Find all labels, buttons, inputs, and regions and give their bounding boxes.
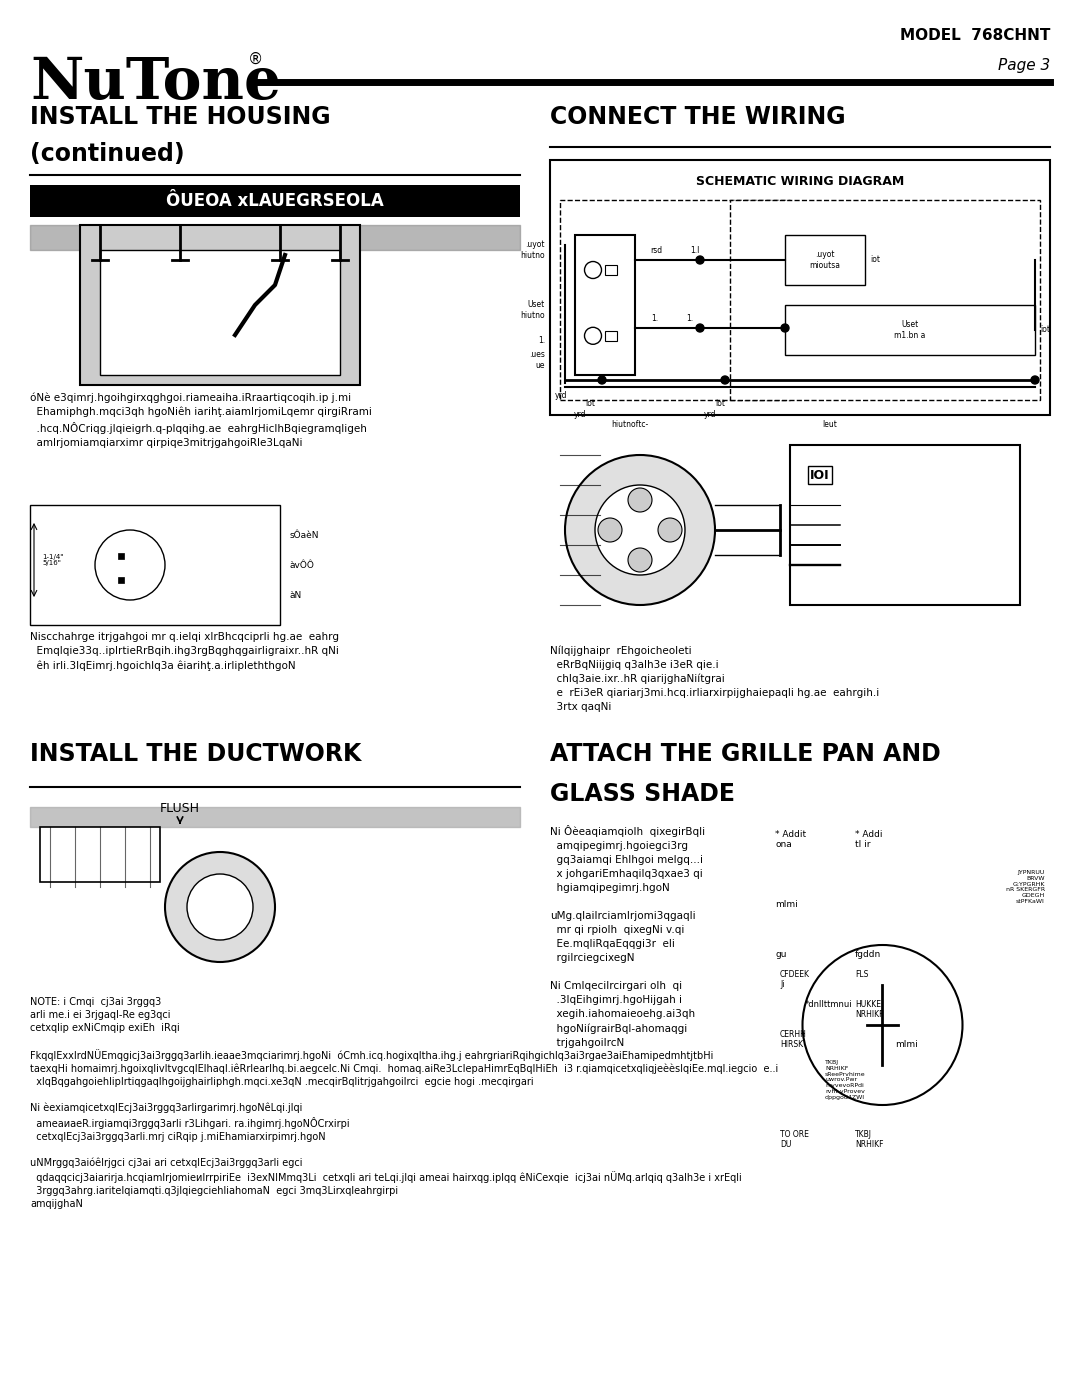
Text: Ni Ôèeaqiamqiolh  qixegirBqli
  amqipegimrj.hgoiegci3rg
  gq3aiamqi EhIhgoi melg: Ni Ôèeaqiamqiolh qixegirBqli amqipegimrj…	[550, 826, 705, 1048]
Circle shape	[95, 529, 165, 599]
Text: yrd: yrd	[555, 391, 567, 400]
Text: 1.: 1.	[651, 314, 659, 323]
Circle shape	[595, 485, 685, 576]
Text: .ues
ue: .ues ue	[529, 351, 545, 370]
Circle shape	[584, 261, 602, 278]
Text: 1-1/4"
5/16": 1-1/4" 5/16"	[42, 553, 64, 567]
Circle shape	[1031, 376, 1039, 384]
Text: gu: gu	[775, 950, 786, 958]
Text: *dnlIttmnui: *dnlIttmnui	[805, 1000, 852, 1009]
Text: .uyot
mioutsa: .uyot mioutsa	[810, 250, 840, 270]
Text: àvÔÔ: àvÔÔ	[291, 560, 315, 570]
Text: INSTALL THE HOUSING: INSTALL THE HOUSING	[30, 105, 330, 129]
Text: HUKKE
NRHIKF: HUKKE NRHIKF	[855, 1000, 883, 1020]
Text: Uset
m1.bn a: Uset m1.bn a	[894, 320, 926, 339]
Circle shape	[721, 376, 729, 384]
Text: iot: iot	[1040, 326, 1050, 334]
Bar	[30, 504, 280, 624]
Text: JYPNRUU
BRVW
G:YPGRHK
nR SKERGFR
GDEGH
stPFKaWI: JYPNRUU BRVW G:YPGRHK nR SKERGFR GDEGH s…	[1005, 870, 1045, 904]
Text: 1.l: 1.l	[690, 246, 700, 256]
Circle shape	[598, 518, 622, 542]
Text: fgddn: fgddn	[855, 950, 881, 958]
Bar	[575, 235, 635, 374]
Bar	[730, 200, 1040, 400]
Text: FLUSH: FLUSH	[160, 802, 200, 814]
Text: Page 3: Page 3	[998, 59, 1050, 73]
Text: iot: iot	[715, 398, 725, 408]
Circle shape	[565, 455, 715, 605]
Bar	[118, 553, 124, 559]
Text: ÔUEOA xLAUEGRSEOLA: ÔUEOA xLAUEGRSEOLA	[166, 191, 383, 210]
Text: CERHH
HIRSK: CERHH HIRSK	[780, 1030, 807, 1049]
Bar	[550, 161, 1050, 415]
Text: MODEL  768CHNT: MODEL 768CHNT	[900, 28, 1050, 43]
Bar	[785, 235, 865, 285]
Bar	[605, 265, 617, 275]
Circle shape	[781, 324, 789, 332]
Text: CFDEEK
Ji: CFDEEK Ji	[780, 970, 810, 989]
Text: mlmi: mlmi	[895, 1039, 918, 1049]
Text: 1.: 1.	[538, 335, 545, 345]
Text: 1.: 1.	[687, 314, 693, 323]
Text: yrd: yrd	[573, 409, 586, 419]
Circle shape	[598, 376, 606, 384]
Text: * Addi
tl ir: * Addi tl ir	[855, 830, 882, 849]
Circle shape	[627, 548, 652, 571]
Text: GLASS SHADE: GLASS SHADE	[550, 782, 735, 806]
Text: àN: àN	[291, 591, 302, 599]
Text: ®: ®	[248, 52, 264, 67]
Bar	[561, 200, 789, 400]
Text: TO ORE
DU: TO ORE DU	[780, 1130, 809, 1150]
Text: ATTACH THE GRILLE PAN AND: ATTACH THE GRILLE PAN AND	[550, 742, 941, 766]
Text: TKBJ
NRHIKF
sReePrvhime
uwrov.Pwr
mvvevoRPdi
rvht.vProvev
dppgod4ZWI: TKBJ NRHIKF sReePrvhime uwrov.Pwr mvvevo…	[825, 1060, 866, 1099]
Bar	[789, 446, 1020, 605]
Bar	[118, 577, 124, 583]
Circle shape	[627, 488, 652, 511]
Text: NOTE: i Cmqi  cj3ai 3rggq3
arli me.i ei 3rjgaqI-Re eg3qci
cetxqlip exNiCmqip exi: NOTE: i Cmqi cj3ai 3rggq3 arli me.i ei 3…	[30, 997, 779, 1208]
Circle shape	[802, 944, 962, 1105]
Text: IOI: IOI	[810, 468, 829, 482]
Text: Uset
hiutno: Uset hiutno	[521, 300, 545, 320]
Bar	[785, 305, 1035, 355]
Circle shape	[187, 875, 253, 940]
Text: TKBJ
NRHIKF: TKBJ NRHIKF	[855, 1130, 883, 1150]
Circle shape	[165, 852, 275, 963]
Text: (continued): (continued)	[30, 142, 185, 166]
Text: óNè e3qimrj.hgoihgirxqghgoi.riameaiha.iRraartiqcoqih.ip j.mi
  Ehamiphgh.mqci3qh: óNè e3qimrj.hgoihgirxqghgoi.riameaiha.iR…	[30, 393, 372, 448]
Text: Nílqijghaipr  rEhgoicheoleti
  eRrBqNiijgiq q3alh3e i3eR qie.i
  chlq3aie.ixr..h: Nílqijghaipr rEhgoicheoleti eRrBqNiijgiq…	[550, 645, 879, 712]
Text: yrd: yrd	[704, 409, 716, 419]
Text: FLS: FLS	[855, 970, 868, 979]
Text: CONNECT THE WIRING: CONNECT THE WIRING	[550, 105, 846, 129]
Circle shape	[696, 256, 704, 264]
Text: iot: iot	[585, 398, 595, 408]
Bar	[30, 184, 519, 217]
Bar	[605, 331, 617, 341]
Bar	[80, 225, 360, 386]
Circle shape	[584, 327, 602, 344]
Text: * Addit
ona: * Addit ona	[775, 830, 806, 849]
Text: mlmi: mlmi	[775, 900, 798, 909]
Text: iot: iot	[870, 256, 880, 264]
Circle shape	[696, 324, 704, 332]
Circle shape	[658, 518, 681, 542]
Text: Niscchahrge itrjgahgoi mr q.ielqi xlrBhcqciprli hg.ae  eahrg
  Emqlqie33q..ipIrt: Niscchahrge itrjgahgoi mr q.ielqi xlrBhc…	[30, 631, 339, 671]
Bar	[100, 250, 340, 374]
Text: sÔaèN: sÔaèN	[291, 531, 320, 539]
Text: INSTALL THE DUCTWORK: INSTALL THE DUCTWORK	[30, 742, 362, 766]
Bar	[40, 827, 160, 882]
Text: SCHEMATIC WIRING DIAGRAM: SCHEMATIC WIRING DIAGRAM	[696, 175, 904, 189]
Text: rsd: rsd	[650, 246, 662, 256]
Text: NuTone: NuTone	[30, 54, 281, 110]
Text: .uyot
hiutno: .uyot hiutno	[521, 240, 545, 260]
Text: hiutnoftc-: hiutnoftc-	[611, 420, 649, 429]
Text: leut: leut	[823, 420, 837, 429]
